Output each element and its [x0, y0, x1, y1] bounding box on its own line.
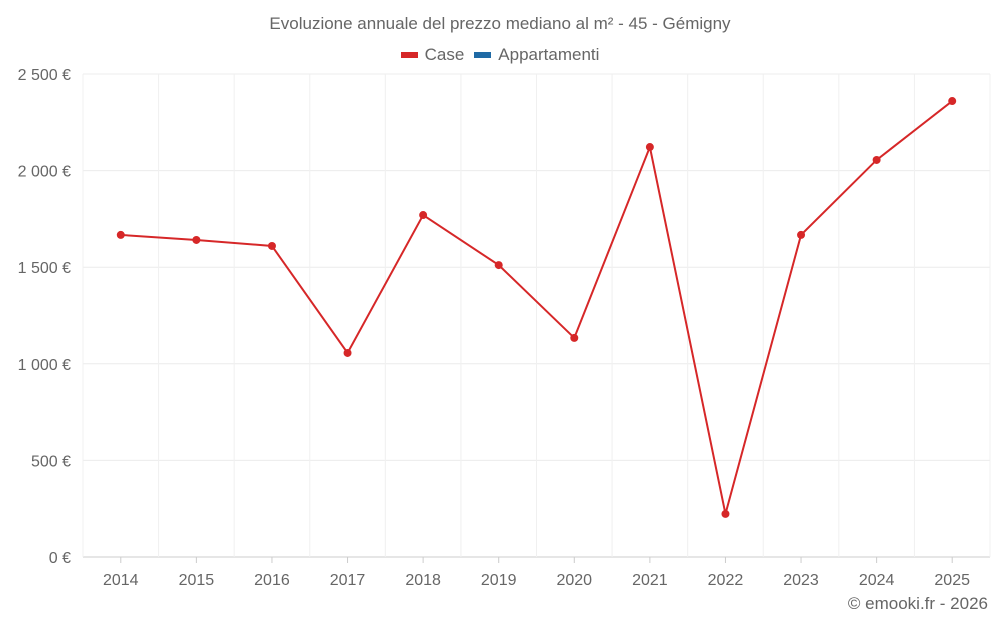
- y-tick-label: 1 500 €: [18, 260, 71, 277]
- data-point: [645, 143, 654, 152]
- x-tick-label: 2022: [708, 572, 744, 589]
- chart-title: Evoluzione annuale del prezzo mediano al…: [269, 14, 731, 33]
- series-line-case: [120, 100, 953, 515]
- data-point: [797, 230, 806, 239]
- data-point: [721, 509, 730, 518]
- data-point: [494, 261, 503, 270]
- y-tick-label: 0 €: [49, 550, 71, 567]
- credit: © emooki.fr - 2026: [847, 594, 988, 613]
- data-point: [192, 235, 201, 244]
- data-point: [343, 348, 352, 357]
- data-point: [419, 211, 428, 220]
- x-tick-label: 2019: [481, 572, 517, 589]
- y-tick-label: 2 000 €: [18, 164, 71, 181]
- y-tick-label: 1 000 €: [18, 357, 71, 374]
- y-tick-label: 500 €: [31, 453, 71, 470]
- y-tick-label: 2 500 €: [18, 67, 71, 84]
- x-tick-label: 2020: [556, 572, 592, 589]
- x-tick-label: 2023: [783, 572, 819, 589]
- x-tick-label: 2025: [934, 572, 970, 589]
- legend-label-appartamenti: Appartamenti: [498, 45, 600, 64]
- data-point: [267, 241, 276, 250]
- legend-label-case: Case: [424, 45, 465, 64]
- x-tick-label: 2016: [254, 572, 290, 589]
- x-tick-label: 2017: [330, 572, 366, 589]
- x-tick-label: 2024: [859, 572, 895, 589]
- data-point: [116, 230, 125, 239]
- legend-item-appartamenti[interactable]: Appartamenti: [474, 45, 599, 65]
- legend: Case Appartamenti: [0, 45, 1000, 65]
- data-point: [948, 97, 957, 106]
- x-tick-label: 2015: [179, 572, 215, 589]
- legend-swatch-case: [400, 52, 418, 58]
- x-tick-label: 2018: [405, 572, 441, 589]
- legend-swatch-appartamenti: [474, 52, 492, 58]
- data-point: [872, 155, 881, 164]
- x-tick-label: 2014: [103, 572, 139, 589]
- legend-item-case[interactable]: Case: [400, 45, 465, 65]
- x-tick-label: 2021: [632, 572, 668, 589]
- data-point: [570, 333, 579, 342]
